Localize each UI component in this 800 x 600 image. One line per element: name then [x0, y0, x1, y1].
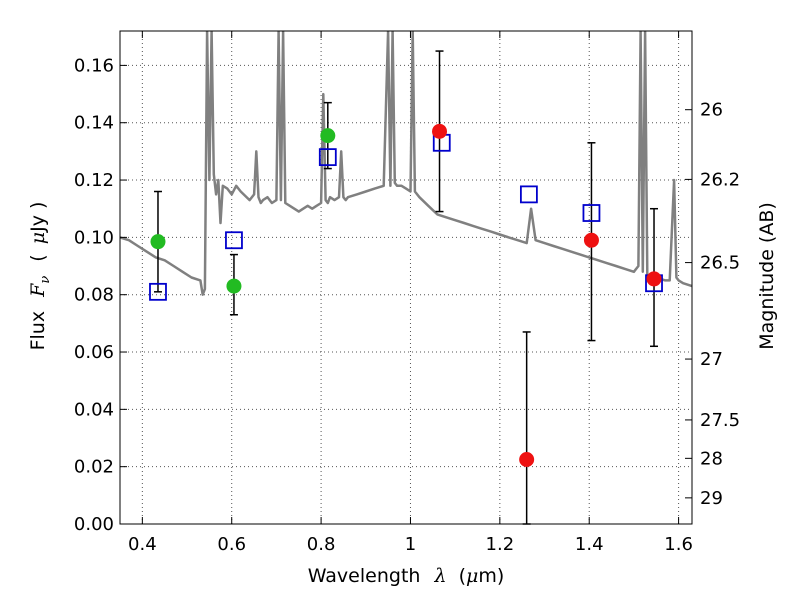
y-axis-unit-rest: Jy )	[27, 202, 49, 233]
y-tick-label: 0.14	[74, 113, 114, 134]
red-point	[519, 452, 535, 468]
y-tick-label: 0.16	[74, 55, 114, 76]
x-tick-label: 0.8	[307, 534, 336, 555]
mag-tick-label: 28	[700, 448, 723, 469]
y-tick-label: 0.02	[74, 457, 114, 478]
x-axis-unit-open: (	[459, 565, 466, 587]
model-square-marker	[519, 185, 538, 204]
y-tick-label: 0.12	[74, 170, 114, 191]
y-tick-label: 0.08	[74, 285, 114, 306]
model-square-marker	[225, 231, 243, 250]
x-axis-unit-rest: m)	[478, 565, 504, 587]
green-point	[150, 234, 166, 250]
axis-ticks	[120, 31, 692, 525]
y-axis-flux-symbol: F	[27, 283, 49, 298]
mag-tick-label: 26	[700, 100, 723, 121]
green-point	[226, 278, 242, 294]
x-axis-unit-mu: μ	[466, 565, 478, 587]
magnitude-axis-label: Magnitude (AB)	[756, 202, 778, 350]
y-tick-label: 0.10	[74, 227, 114, 248]
x-axis-label: Wavelength λ (μm)	[308, 565, 505, 587]
data-points	[149, 50, 663, 525]
y-axis-label: Flux Fν ( μJy )	[27, 202, 54, 351]
model-spectrum-line	[120, 31, 692, 296]
x-axis-lambda: λ	[433, 565, 446, 587]
green-point	[320, 128, 336, 144]
y-axis-label-text: Flux	[27, 311, 49, 351]
x-tick-label: 0.4	[128, 534, 157, 555]
x-axis-label-text: Wavelength	[308, 565, 421, 587]
red-point	[646, 271, 662, 287]
model-spectrum	[120, 31, 692, 296]
mag-tick-label: 26.5	[700, 253, 740, 274]
y-tick-label: 0.06	[74, 342, 114, 363]
x-tick-label: 1.6	[664, 534, 693, 555]
y-axis-unit-open: (	[27, 254, 49, 261]
model-square-marker	[149, 282, 167, 301]
red-point	[432, 123, 448, 139]
x-tick-label: 1.4	[575, 534, 604, 555]
mag-tick-label: 29	[700, 488, 723, 509]
plot-frame	[119, 30, 693, 525]
y-tick-label: 0.04	[74, 399, 114, 420]
x-tick-label: 0.6	[217, 534, 246, 555]
red-point	[583, 232, 599, 248]
x-tick-label: 1.2	[486, 534, 515, 555]
model-square-marker	[582, 204, 601, 222]
model-square-marker	[318, 148, 337, 167]
mag-tick-label: 27.5	[700, 410, 740, 431]
y-axis-flux-subscript: ν	[38, 276, 53, 284]
mag-tick-label: 26.2	[700, 169, 740, 190]
tick-labels: 0.4 0.6 0.8 1 1.2 1.4 1.6 0.00 0.02 0.04 0.06 0.08 0…	[74, 55, 740, 555]
y-tick-label: 0.00	[74, 514, 114, 535]
x-tick-label: 1	[405, 534, 416, 555]
mag-tick-label: 27	[700, 349, 723, 370]
y-axis-unit-mu: μ	[27, 232, 49, 244]
